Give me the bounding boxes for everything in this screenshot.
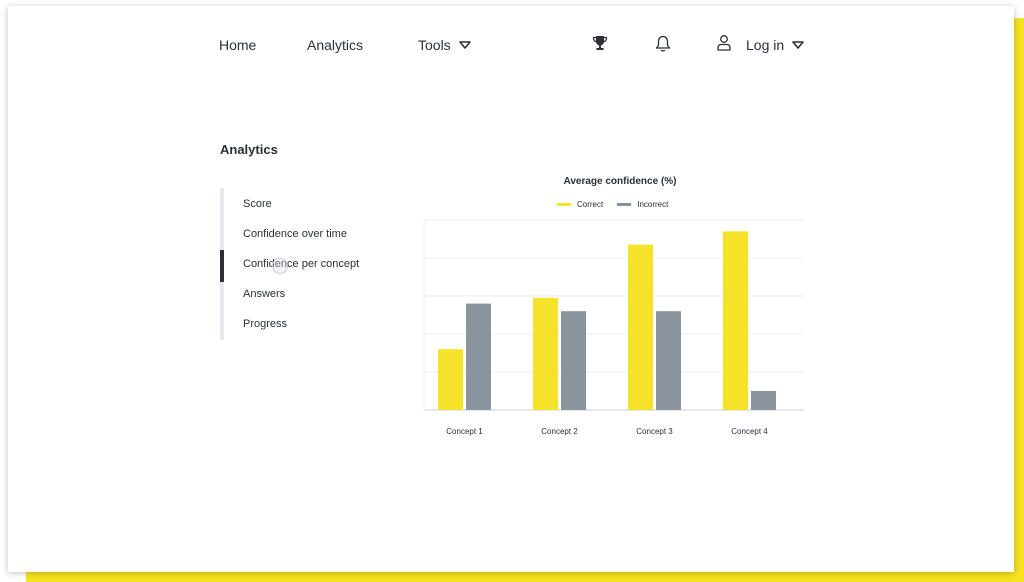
bar-correct-4 [723,231,748,410]
x-tick-label: Concept 3 [636,427,673,436]
menu-item-score[interactable]: Score [243,198,272,210]
page-card [8,6,1014,572]
x-tick-label: Concept 4 [731,427,768,436]
bar-correct-3 [628,244,653,410]
legend-label-correct: Correct [577,200,604,209]
bell-icon[interactable] [655,35,671,53]
bar-correct-2 [533,297,558,410]
bar-correct-1 [438,349,463,410]
nav-analytics[interactable]: Analytics [307,37,363,53]
chart-title: Average confidence (%) [563,176,677,187]
nav-home[interactable]: Home [219,37,256,53]
bar-incorrect-2 [561,311,586,410]
nav-home-label: Home [219,37,257,53]
menu-item-answers[interactable]: Answers [243,288,286,300]
section-title: Analytics [220,142,278,157]
legend-swatch-incorrect [617,203,632,206]
legend-swatch-correct [557,203,571,206]
legend-entry-incorrect: Incorrect [617,200,668,209]
chevron-down-icon [458,41,471,49]
nav-tools-label: Tools [418,37,451,53]
legend-entry-correct: Correct [557,200,603,209]
menu-active-indicator [220,250,224,282]
bar-incorrect-3 [656,311,681,410]
nav-tools-dropdown[interactable]: Tools [418,37,471,53]
nav-login-label: Log in [746,37,785,53]
nav-login-dropdown[interactable]: Log in [746,37,804,53]
chart-legend: Correct Incorrect [557,200,676,209]
menu-item-confidence-over-time[interactable]: Confidence over time [243,228,347,240]
trophy-icon[interactable] [592,35,608,51]
mouse-cursor [272,258,288,274]
user-icon[interactable] [716,34,732,52]
legend-label-incorrect: Incorrect [637,200,669,209]
bar-incorrect-4 [751,391,776,410]
nav-analytics-label: Analytics [307,37,364,53]
bar-incorrect-1 [466,303,491,410]
x-tick-label: Concept 2 [541,427,578,436]
chevron-down-icon [792,41,804,49]
menu-item-progress[interactable]: Progress [243,318,288,330]
x-tick-label: Concept 1 [446,427,483,436]
